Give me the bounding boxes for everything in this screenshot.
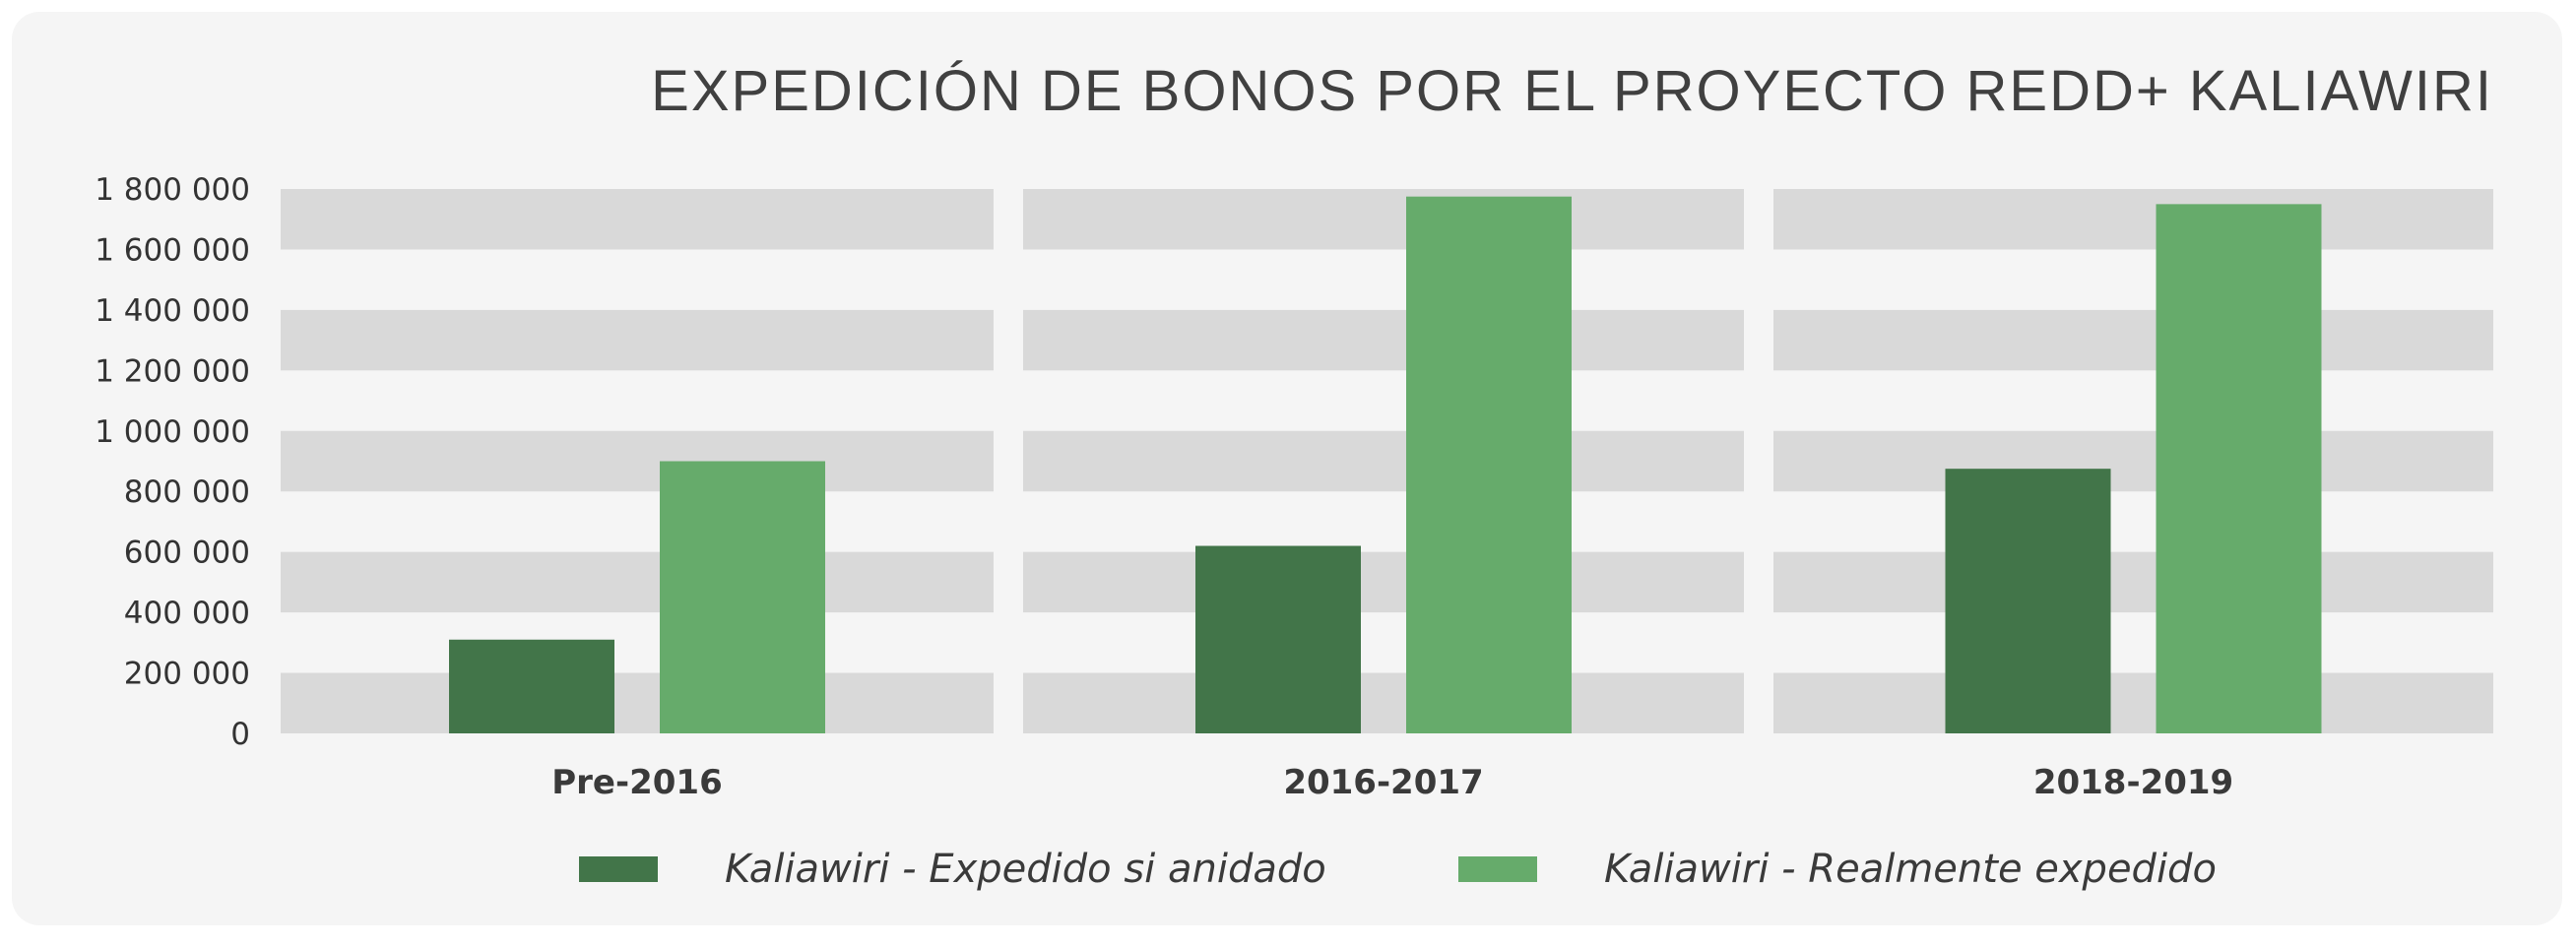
legend-label: Kaliawiri - Expedido si anidado (725, 847, 1326, 892)
bar-realmente-expedido (660, 461, 825, 733)
grid-band (1023, 309, 1744, 371)
legend-swatch (579, 856, 658, 882)
grid-band (1773, 551, 2493, 613)
y-tick-label: 200 000 (124, 657, 250, 692)
y-tick-label: 1 200 000 (95, 353, 250, 389)
x-tick-label: Pre-2016 (551, 763, 723, 802)
y-tick-label: 600 000 (124, 536, 250, 571)
grid-band (1023, 189, 1744, 250)
legend-label: Kaliawiri - Realmente expedido (1604, 847, 2217, 892)
x-axis-ticks: Pre-2016 2016-2017 2018-2019 (551, 763, 2233, 802)
grid-band (281, 189, 994, 250)
grid-band (1773, 430, 2493, 492)
bar-expedido-si-anidado (449, 639, 614, 733)
y-tick-label: 400 000 (124, 596, 250, 631)
x-tick-label: 2018-2019 (2033, 763, 2233, 802)
grid-band (1023, 672, 1744, 733)
bar-realmente-expedido (1406, 196, 1572, 734)
grid-bands (281, 189, 2493, 733)
y-tick-label: 800 000 (124, 474, 250, 510)
bar-realmente-expedido (2156, 204, 2322, 734)
y-tick-label: 0 (230, 717, 250, 752)
legend: Kaliawiri - Expedido si anidado Kaliawiri… (579, 847, 2217, 892)
bar-expedido-si-anidado (1945, 469, 2111, 733)
grid-band (1023, 430, 1744, 492)
grid-band (1773, 189, 2493, 250)
legend-swatch (1458, 856, 1537, 882)
grid-band (281, 309, 994, 371)
bar-expedido-si-anidado (1195, 545, 1361, 733)
x-tick-label: 2016-2017 (1283, 763, 1483, 802)
y-tick-label: 1 400 000 (95, 293, 250, 329)
chart-title: EXPEDICIÓN DE BONOS POR EL PROYECTO REDD… (651, 59, 2493, 123)
grid-band (281, 551, 994, 613)
grid-band (1023, 551, 1744, 613)
grid-band (1773, 672, 2493, 733)
y-axis-ticks: 0 200 000 400 000 600 000 800 000 1 000 000 1 … (95, 172, 250, 752)
grid-band (1773, 309, 2493, 371)
grid-band (281, 672, 994, 733)
grid-band (281, 430, 994, 492)
y-tick-label: 1 000 000 (95, 414, 250, 450)
y-tick-label: 1 600 000 (95, 232, 250, 268)
bars (449, 196, 2322, 734)
y-tick-label: 1 800 000 (95, 172, 250, 208)
